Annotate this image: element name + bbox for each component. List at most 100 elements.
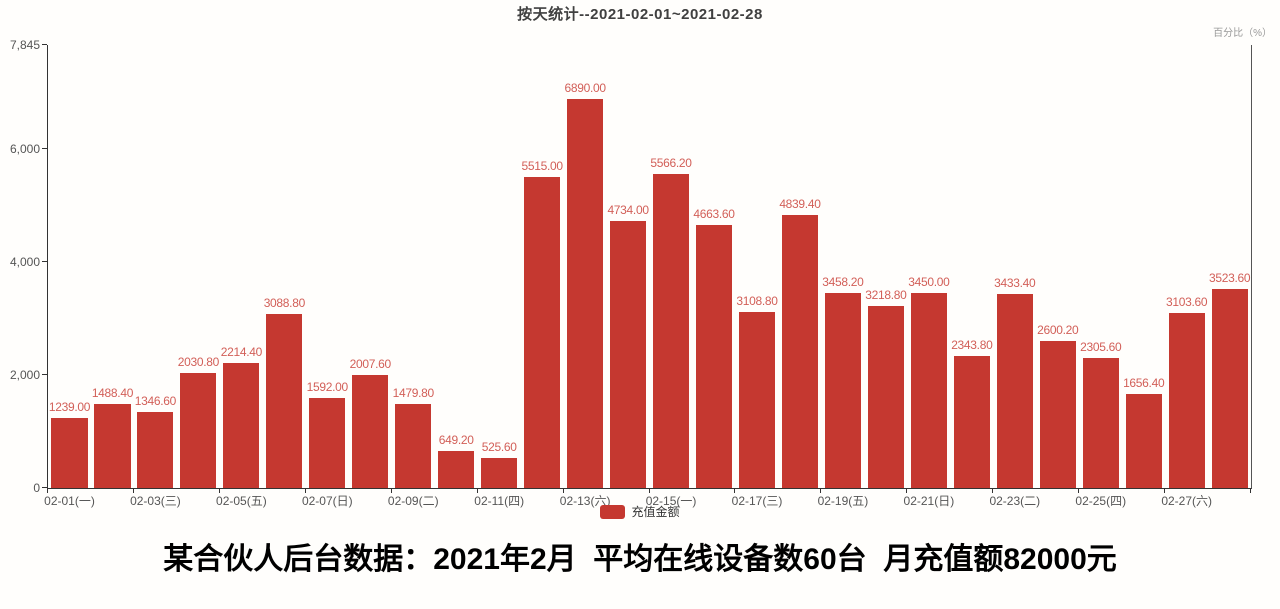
legend-item-recharge-amount[interactable]: 充值金额 [0, 503, 1280, 520]
bar-value-label: 1239.00 [48, 400, 91, 415]
bar-value-label: 6890.00 [564, 80, 606, 95]
bar-slot: 3108.80 02-17(三) [732, 45, 783, 508]
bar-value-label: 3450.00 [908, 275, 950, 290]
bar[interactable] [653, 173, 690, 488]
bar-slot: 1239.00 02-01(一) [44, 45, 95, 508]
bar-slot: 4734.00 [607, 45, 650, 488]
bar-slot: 2343.80 [950, 45, 993, 488]
bar[interactable] [137, 411, 174, 488]
bar[interactable] [352, 374, 389, 488]
bar-slot: 649.20 [435, 45, 478, 488]
bar[interactable] [1039, 341, 1076, 488]
bar-slot: 2305.60 02-25(四) [1075, 45, 1126, 508]
caption: 某合伙人后台数据：2021年2月 平均在线设备数60台 月充值额82000元 [163, 543, 1117, 576]
y-tick-label: 4,000 [9, 255, 40, 270]
x-tick-mark [992, 488, 994, 493]
bar[interactable] [266, 313, 303, 488]
bar-value-label: 2007.60 [349, 356, 392, 371]
bar-slot: 3433.40 02-23(二) [989, 45, 1040, 508]
bar-value-label: 649.20 [438, 433, 474, 448]
bar-slot: 3458.20 02-19(五) [818, 45, 869, 508]
x-tick-label: 02-03(三) [130, 494, 181, 508]
bar-value-label: 3103.60 [1166, 294, 1208, 309]
y-tick-mark [42, 374, 47, 376]
x-tick-mark [47, 488, 48, 493]
bar-value-label: 3433.40 [994, 276, 1036, 291]
bar-value-label: 5515.00 [521, 158, 564, 173]
y-tick-mark [42, 261, 47, 263]
bar-slot: 2600.20 [1036, 45, 1079, 488]
bar[interactable] [867, 306, 904, 488]
bar[interactable] [953, 355, 990, 488]
bar[interactable] [610, 220, 647, 488]
bar[interactable] [94, 403, 131, 488]
right-axis-unit-label: 百分比（%） [1213, 28, 1272, 39]
bar-slot: 1592.00 02-07(日) [302, 45, 353, 508]
bar[interactable] [1168, 312, 1205, 488]
bar-value-label: 1656.40 [1123, 376, 1165, 391]
bar-slot: 1488.40 [91, 45, 134, 488]
bar-value-label: 3108.80 [736, 294, 778, 309]
bar-value-label: 2030.80 [177, 355, 220, 370]
x-tick-label: 02-23(二) [989, 494, 1041, 508]
bar[interactable] [309, 398, 346, 488]
bar[interactable] [781, 214, 818, 488]
bar[interactable] [438, 451, 475, 488]
bar-slot: 525.60 02-11(四) [474, 45, 524, 508]
bar[interactable] [223, 362, 260, 488]
bar[interactable] [51, 418, 88, 488]
bar-value-label: 3218.80 [865, 288, 907, 303]
x-tick-label: 02-25(四) [1075, 494, 1127, 508]
bar[interactable] [1082, 357, 1119, 488]
bar-slot: 4839.40 [778, 45, 821, 488]
x-tick-mark [1250, 488, 1251, 493]
bar[interactable] [824, 292, 861, 488]
bar[interactable] [996, 294, 1033, 488]
bar-slot: 5566.20 02-15(一) [646, 45, 697, 508]
chart-title: 按天统计--2021-02-01~2021-02-28 [517, 6, 763, 23]
bar-value-label: 3088.80 [263, 295, 306, 310]
bar[interactable] [180, 373, 217, 488]
x-tick-label: 02-27(六) [1161, 494, 1213, 508]
bar-slot: 5515.00 [521, 45, 564, 488]
bar-slot: 1346.60 02-03(三) [130, 45, 181, 508]
bar[interactable] [481, 458, 518, 488]
bar-slot: 6890.00 02-13(六) [560, 45, 611, 508]
x-tick-mark [906, 488, 908, 493]
x-tick-mark [1078, 488, 1080, 493]
x-tick-mark [734, 488, 736, 493]
bar[interactable] [524, 176, 561, 488]
y-tick-mark [42, 148, 47, 150]
x-tick-label: 02-01(一) [44, 494, 95, 508]
bar[interactable] [1211, 289, 1248, 488]
bar-slot: 3103.60 02-27(六) [1161, 45, 1212, 508]
legend-label: 充值金额 [631, 505, 680, 519]
bar-value-label: 2600.20 [1037, 323, 1079, 338]
bar[interactable] [695, 224, 733, 488]
bar-slot: 3218.80 [864, 45, 907, 488]
x-tick-label: 02-13(六) [559, 494, 611, 508]
y-tick-label: 7,845 [9, 38, 40, 52]
bar-value-label: 4734.00 [607, 202, 649, 217]
x-tick-label: 02-05(五) [216, 494, 267, 508]
x-tick-label: 02-21(日) [903, 494, 955, 508]
y-tick-mark [42, 44, 47, 45]
bar[interactable] [738, 312, 776, 488]
y-tick-label: 6,000 [9, 142, 40, 157]
legend-marker [600, 504, 626, 519]
bar[interactable] [1125, 394, 1162, 488]
bar-value-label: 2214.40 [220, 344, 263, 359]
bar-slot: 3088.80 [263, 45, 306, 488]
bar[interactable] [910, 293, 947, 488]
bar-slot: 1656.40 [1122, 45, 1165, 488]
bar-slot: 4663.60 [693, 45, 736, 488]
bar[interactable] [395, 404, 432, 488]
bar[interactable] [567, 98, 604, 488]
bars-container: 1239.00 02-01(一) 1488.40 1346.60 02-03(三) 203… [44, 45, 1251, 508]
bar-slot: 3523.60 [1208, 45, 1251, 488]
x-tick-mark [820, 488, 822, 493]
y-tick-label: 0 [33, 481, 40, 495]
bar-value-label: 3523.60 [1209, 271, 1251, 286]
x-tick-mark [132, 488, 134, 493]
bar-value-label: 1479.80 [392, 386, 435, 401]
